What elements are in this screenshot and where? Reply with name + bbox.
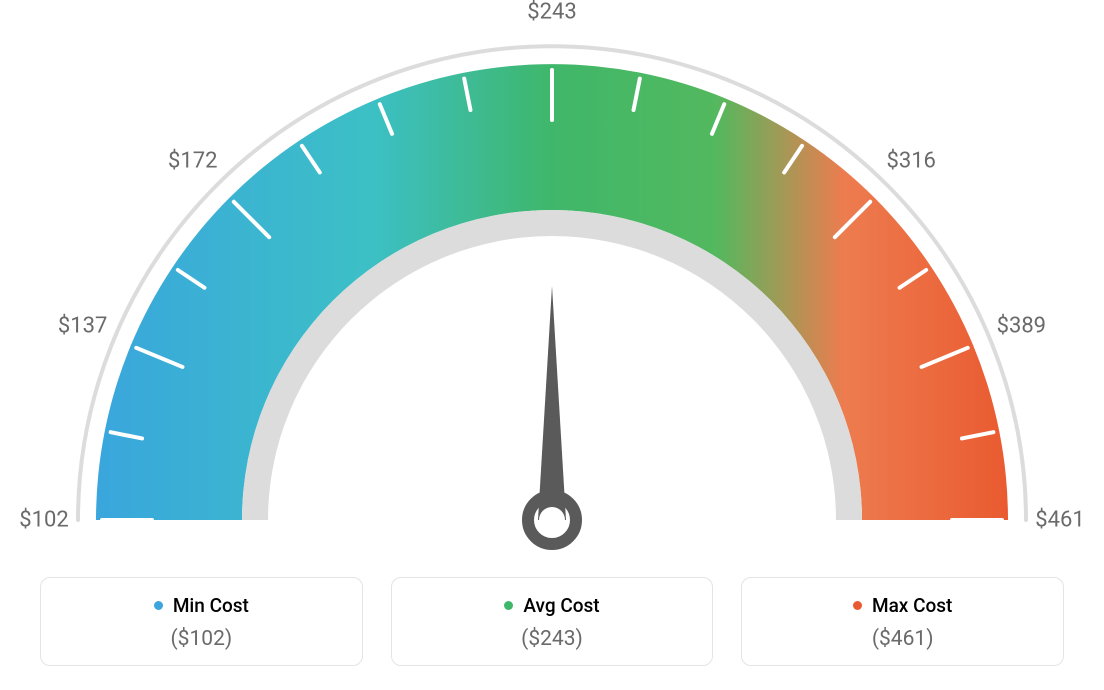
max-cost-value: ($461) — [752, 627, 1053, 651]
gauge-tick-label: $316 — [886, 148, 935, 173]
max-cost-title: Max Cost — [853, 594, 952, 617]
max-cost-label: Max Cost — [872, 594, 952, 617]
min-cost-title: Min Cost — [154, 594, 249, 617]
gauge-tick-label: $102 — [19, 508, 68, 533]
gauge-tick-label: $172 — [168, 148, 217, 173]
avg-cost-dot — [504, 601, 513, 610]
avg-cost-card: Avg Cost ($243) — [391, 577, 714, 666]
min-cost-label: Min Cost — [173, 594, 249, 617]
gauge-chart-container: $102 $137 $172 $243 $316 $389 $461 Min Cost ($… — [0, 0, 1104, 690]
min-cost-value: ($102) — [51, 627, 352, 651]
avg-cost-value: ($243) — [402, 627, 703, 651]
avg-cost-label: Avg Cost — [523, 594, 599, 617]
max-cost-card: Max Cost ($461) — [741, 577, 1064, 666]
avg-cost-title: Avg Cost — [504, 594, 599, 617]
summary-cards: Min Cost ($102) Avg Cost ($243) Max Cost… — [40, 577, 1064, 666]
max-cost-dot — [853, 601, 862, 610]
min-cost-card: Min Cost ($102) — [40, 577, 363, 666]
gauge-tick-label: $243 — [527, 0, 576, 25]
gauge-tick-label: $461 — [1035, 508, 1084, 533]
gauge-tick-label: $389 — [997, 313, 1046, 338]
gauge-area: $102 $137 $172 $243 $316 $389 $461 — [0, 0, 1104, 560]
min-cost-dot — [154, 601, 163, 610]
gauge-tick-label: $137 — [58, 313, 107, 338]
gauge-svg — [0, 0, 1104, 560]
